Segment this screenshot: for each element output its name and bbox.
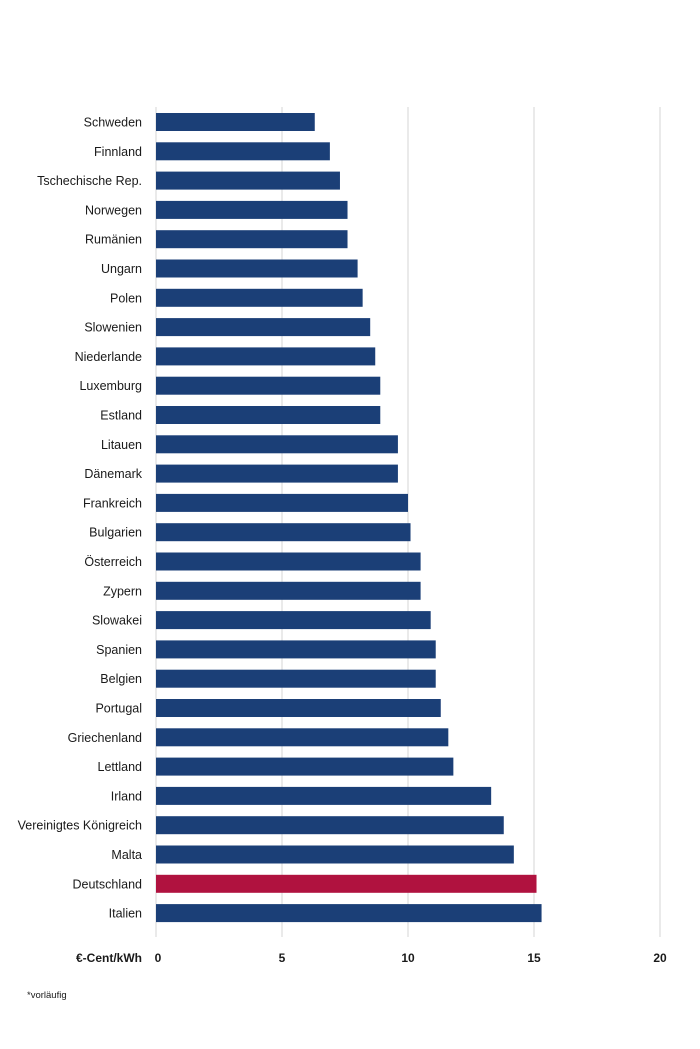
x-tick-label: 10 <box>401 951 415 965</box>
unit-label: €-Cent/kWh <box>76 951 142 965</box>
bar <box>156 845 514 864</box>
x-tick-label: 0 <box>155 951 162 965</box>
category-label: Finnland <box>94 145 142 159</box>
category-label: Vereinigtes Königreich <box>18 819 142 833</box>
bar <box>156 523 411 542</box>
bar <box>156 816 504 835</box>
bar <box>156 611 431 630</box>
category-label: Slowenien <box>84 321 142 335</box>
bar <box>156 493 408 512</box>
category-label: Ungarn <box>101 262 142 276</box>
bar <box>156 376 381 395</box>
bar <box>156 786 492 805</box>
x-tick-labels: 0 5 10 15 20 <box>155 951 667 965</box>
bar <box>156 552 421 571</box>
category-label: Griechenland <box>68 731 142 745</box>
x-tick-label: 15 <box>527 951 541 965</box>
bar <box>156 581 421 600</box>
category-label: Zypern <box>103 584 142 598</box>
category-label: Lettland <box>98 760 143 774</box>
category-label: Österreich <box>84 555 142 569</box>
category-label: Dänemark <box>84 467 142 481</box>
category-label: Bulgarien <box>89 526 142 540</box>
bar <box>156 669 436 688</box>
bar <box>156 113 315 131</box>
bars <box>156 113 542 923</box>
bar <box>156 259 358 278</box>
category-label: Estland <box>100 409 142 423</box>
bar <box>156 728 449 747</box>
bar <box>156 230 348 249</box>
category-label: Niederlande <box>75 350 142 364</box>
category-label: Portugal <box>95 702 142 716</box>
category-label: Litauen <box>101 438 142 452</box>
bar <box>156 904 542 923</box>
category-label: Tschechische Rep. <box>37 174 142 188</box>
bar <box>156 142 330 161</box>
bar <box>156 435 398 454</box>
category-label: Deutschland <box>73 877 143 891</box>
footnote: *vorläufig <box>27 990 67 1001</box>
bar <box>156 699 441 717</box>
bar <box>156 318 371 337</box>
bar <box>156 874 537 893</box>
bar <box>156 406 381 424</box>
category-label: Irland <box>111 789 142 803</box>
category-label: Slowakei <box>92 614 142 628</box>
category-labels: Schweden Finnland Tschechische Rep. Norwege… <box>18 116 143 921</box>
category-label: Schweden <box>84 116 142 130</box>
category-label: Luxemburg <box>79 379 142 393</box>
category-label: Polen <box>110 291 142 305</box>
x-tick-label: 20 <box>653 951 667 965</box>
bar <box>156 200 348 219</box>
bar <box>156 757 454 776</box>
bar <box>156 464 398 483</box>
x-tick-label: 5 <box>279 951 286 965</box>
bar <box>156 171 340 190</box>
category-label: Italien <box>109 907 142 921</box>
bar <box>156 640 436 659</box>
bar <box>156 347 376 366</box>
category-label: Frankreich <box>83 496 142 510</box>
category-label: Malta <box>111 848 142 862</box>
category-label: Rumänien <box>85 233 142 247</box>
bar <box>156 288 363 307</box>
category-label: Norwegen <box>85 203 142 217</box>
category-label: Spanien <box>96 643 142 657</box>
category-label: Belgien <box>100 672 142 686</box>
